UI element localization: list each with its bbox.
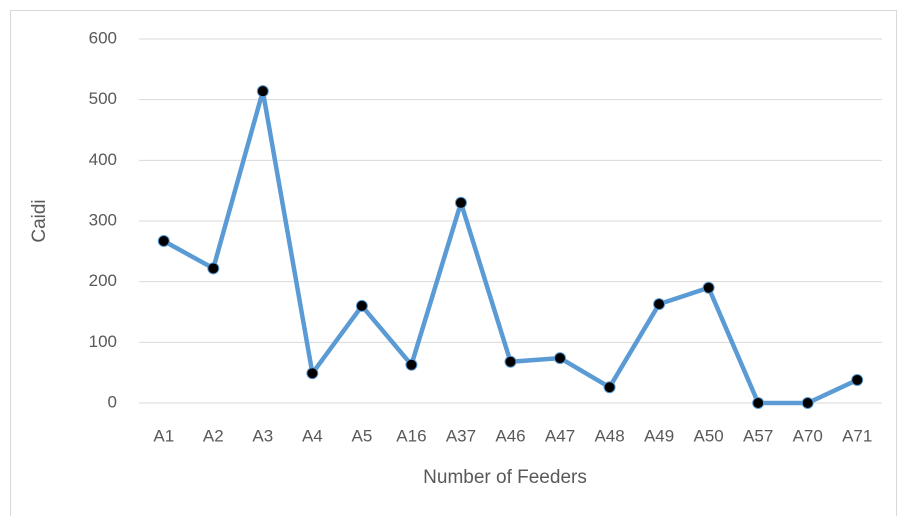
x-tick-label: A1: [153, 426, 174, 445]
x-tick-label: A46: [495, 426, 525, 445]
point-marker: [157, 235, 170, 248]
x-tick-label: A16: [396, 426, 426, 445]
chart-border: [10, 10, 897, 516]
point-marker: [851, 373, 864, 386]
point-marker: [752, 397, 765, 409]
x-tick-label: A47: [545, 426, 575, 445]
point-marker: [207, 262, 220, 275]
point-marker: [256, 85, 269, 98]
x-axis-label: Number of Feeders: [423, 467, 587, 488]
point-marker: [801, 397, 814, 409]
y-tick-label: 600: [89, 28, 117, 47]
y-tick-label: 0: [108, 392, 117, 411]
point-marker: [504, 355, 517, 368]
y-axis-label: Caidi: [29, 199, 50, 242]
x-tick-label: A5: [352, 426, 373, 445]
x-tick-label: A49: [644, 426, 674, 445]
point-marker: [603, 381, 616, 394]
point-marker: [702, 281, 715, 294]
x-tick-label: A57: [743, 426, 773, 445]
point-marker: [405, 358, 418, 371]
y-tick-label: 300: [89, 210, 117, 229]
x-tick-label: A2: [203, 426, 224, 445]
y-tick-label: 500: [89, 89, 117, 108]
x-tick-label: A37: [446, 426, 476, 445]
x-tick-label: A3: [252, 426, 273, 445]
point-marker: [454, 196, 467, 209]
point-marker: [355, 299, 368, 312]
x-tick-label: A71: [842, 426, 872, 445]
y-tick-label: 100: [89, 332, 117, 351]
x-tick-label: A50: [694, 426, 724, 445]
x-tick-label: A4: [302, 426, 323, 445]
y-tick-label: 400: [89, 150, 117, 169]
x-tick-label: A48: [594, 426, 624, 445]
point-marker: [306, 367, 319, 380]
x-tick-label: A70: [793, 426, 823, 445]
y-tick-label: 200: [89, 271, 117, 290]
point-marker: [653, 298, 666, 311]
point-marker: [554, 352, 567, 365]
